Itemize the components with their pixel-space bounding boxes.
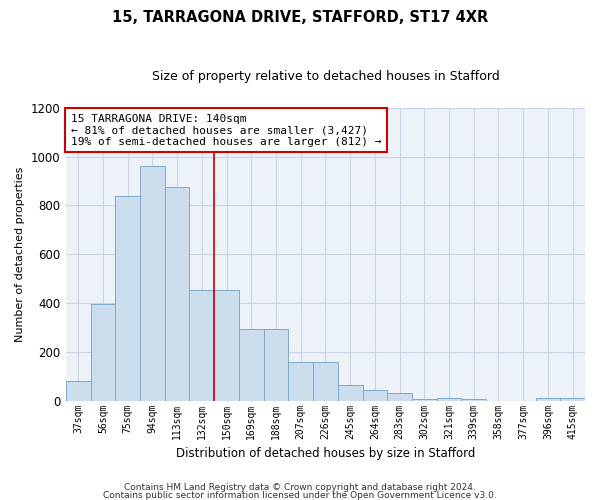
Title: Size of property relative to detached houses in Stafford: Size of property relative to detached ho… (152, 70, 499, 83)
Text: 15, TARRAGONA DRIVE, STAFFORD, ST17 4XR: 15, TARRAGONA DRIVE, STAFFORD, ST17 4XR (112, 10, 488, 25)
Y-axis label: Number of detached properties: Number of detached properties (15, 166, 25, 342)
Bar (289, 362, 313, 401)
Bar (387, 394, 412, 400)
Bar (239, 328, 263, 400)
Text: Contains public sector information licensed under the Open Government Licence v3: Contains public sector information licen… (103, 490, 497, 500)
Bar (140, 166, 165, 400)
Bar (560, 398, 585, 400)
Bar (362, 390, 387, 400)
Text: Contains HM Land Registry data © Crown copyright and database right 2024.: Contains HM Land Registry data © Crown c… (124, 484, 476, 492)
Bar (263, 328, 289, 400)
Text: 15 TARRAGONA DRIVE: 140sqm
← 81% of detached houses are smaller (3,427)
19% of s: 15 TARRAGONA DRIVE: 140sqm ← 81% of deta… (71, 114, 382, 147)
Bar (313, 362, 338, 401)
Bar (437, 398, 461, 400)
Bar (338, 385, 362, 400)
Bar (190, 290, 214, 401)
Bar (66, 381, 91, 400)
X-axis label: Distribution of detached houses by size in Stafford: Distribution of detached houses by size … (176, 447, 475, 460)
Bar (214, 290, 239, 401)
Bar (165, 187, 190, 400)
Bar (536, 398, 560, 400)
Bar (91, 304, 115, 400)
Bar (115, 196, 140, 400)
